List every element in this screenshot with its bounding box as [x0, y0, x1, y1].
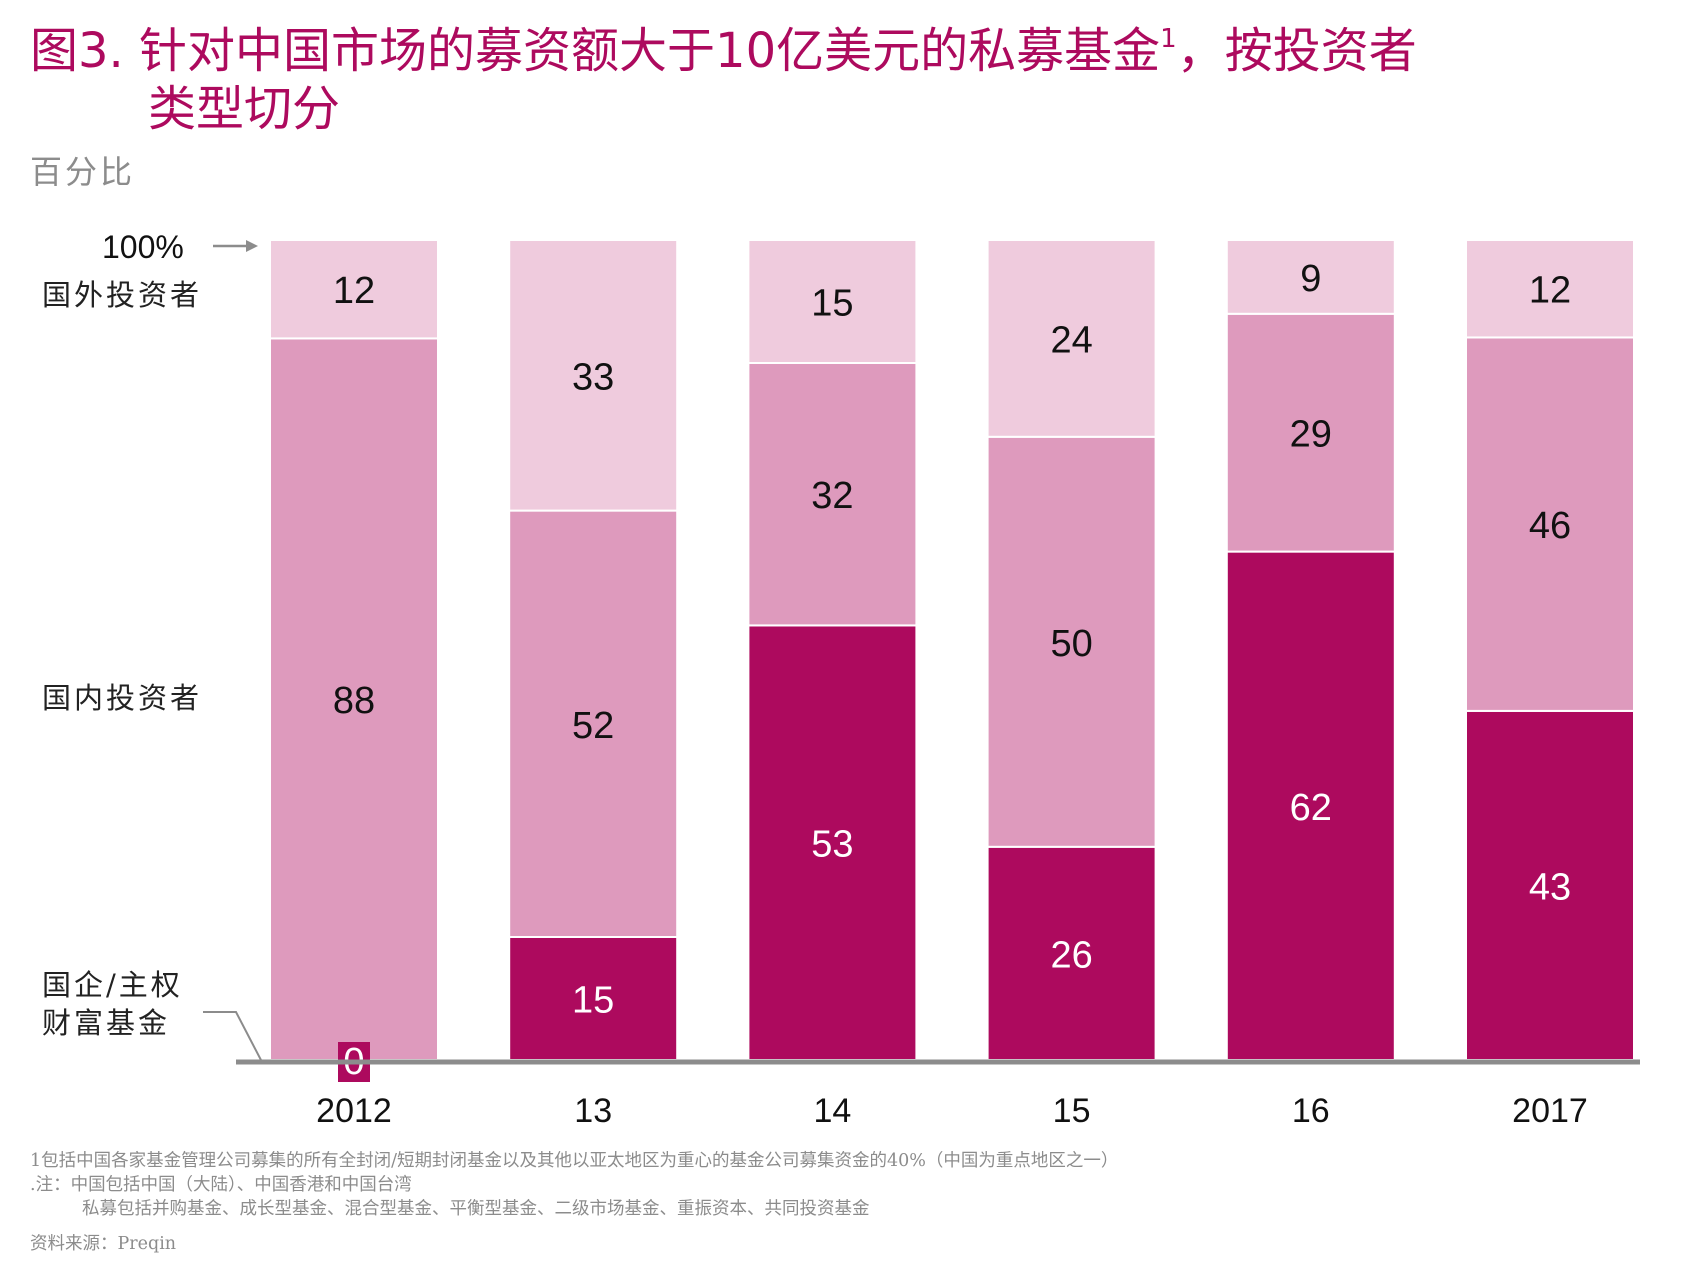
value-label-14-s0: 53	[811, 824, 853, 866]
series-label-soe-line1: 国企/主权	[42, 968, 183, 1002]
bar-segment-2012-s2	[269, 239, 439, 340]
bar-segment-14-s1	[747, 362, 918, 627]
series-label-domestic: 国内投资者	[42, 681, 202, 715]
value-label-2012-s1: 88	[333, 680, 375, 722]
x-tick-label-16: 16	[1292, 1092, 1330, 1130]
bar-segment-14-s2	[747, 239, 918, 364]
series-label-foreign: 国外投资者	[42, 278, 202, 312]
x-tick-label-2017: 2017	[1512, 1092, 1588, 1130]
bar-segment-16-s0	[1225, 550, 1396, 1061]
bar-segment-16-s2	[1225, 239, 1396, 315]
value-label-15-s2: 24	[1050, 319, 1092, 361]
soe-leader-line	[203, 1011, 263, 1063]
value-label-14-s1: 32	[811, 475, 853, 517]
x-tick-label-14: 14	[813, 1092, 851, 1130]
x-tick-label-2012: 2012	[316, 1092, 392, 1130]
bar-segment-2017-s0	[1465, 709, 1635, 1062]
value-label-2017-s0: 43	[1529, 866, 1571, 908]
value-label-2017-s2: 12	[1529, 270, 1571, 312]
bar-segment-16-s1	[1225, 312, 1396, 553]
value-label-16-s1: 29	[1290, 414, 1332, 456]
bar-segment-15-s1	[986, 435, 1157, 848]
value-label-14-s2: 15	[811, 283, 853, 325]
value-label-2012-s2: 12	[333, 270, 375, 312]
hundred-percent-label: 100%	[102, 229, 184, 265]
bar-segment-15-s0	[986, 845, 1157, 1061]
chart-subtitle: 百分比	[30, 153, 135, 191]
chart-title-line2: 类型切分	[148, 81, 340, 137]
hundred-percent-arrow-icon	[213, 240, 258, 252]
bars-group	[269, 239, 1635, 1062]
value-label-15-s1: 50	[1050, 623, 1092, 665]
value-label-2017-s1: 46	[1529, 505, 1571, 547]
value-label-13-s2: 33	[572, 356, 614, 398]
value-label-13-s1: 52	[572, 705, 614, 747]
value-label-15-s0: 26	[1050, 934, 1092, 976]
series-label-soe-line2: 财富基金	[42, 1006, 170, 1040]
chart-title-line1: 图3. 针对中国市场的募资额大于10亿美元的私募基金1，按投资者	[30, 23, 1417, 79]
footnote-note: .注：中国包括中国（大陆）、中国香港和中国台湾	[30, 1175, 412, 1195]
bar-segment-2017-s2	[1465, 239, 1635, 339]
x-tick-label-13: 13	[574, 1092, 612, 1130]
footnote-1: 1包括中国各家基金管理公司募集的所有全封闭/短期封闭基金以及其他以亚太地区为重心…	[30, 1151, 1118, 1171]
x-tick-label-15: 15	[1053, 1092, 1091, 1130]
value-label-16-s2: 9	[1300, 258, 1321, 300]
value-label-13-s0: 15	[572, 980, 614, 1022]
footnote-source: 资料来源：Preqin	[30, 1234, 176, 1254]
footnote-pe-definition: 私募包括并购基金、成长型基金、混合型基金、平衡型基金、二级市场基金、重振资本、共…	[82, 1199, 870, 1219]
bar-segment-15-s2	[986, 239, 1157, 438]
value-label-16-s0: 62	[1290, 787, 1332, 829]
bar-segment-13-s1	[508, 509, 679, 938]
bar-segment-13-s2	[508, 239, 679, 512]
x-tick-labels-group: 2012 13 14 15 16 2017	[316, 1092, 1588, 1130]
bar-segment-2017-s1	[1465, 336, 1635, 712]
bar-segment-14-s0	[747, 624, 918, 1062]
